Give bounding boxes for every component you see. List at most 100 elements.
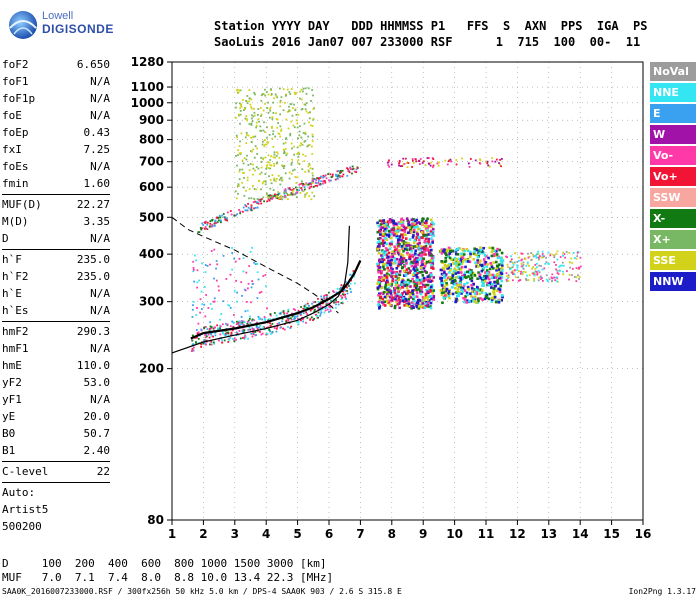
echo-point [278, 192, 281, 195]
echo-point [472, 272, 476, 276]
echo-point [192, 270, 195, 273]
legend-entry-xminus: X- [650, 209, 696, 228]
param-separator [2, 482, 110, 483]
echo-point [460, 260, 463, 263]
echo-point [255, 121, 258, 124]
echo-point [378, 251, 381, 255]
param-label: h`Es [2, 304, 29, 317]
echo-point [282, 142, 285, 145]
echo-point [415, 288, 418, 292]
echo-point [382, 232, 385, 236]
echo-point [196, 307, 198, 309]
param-row: fxI 7.25 [2, 141, 110, 158]
echo-point [328, 306, 331, 308]
echo-point [287, 308, 290, 311]
echo-point [219, 216, 222, 219]
echo-point [317, 176, 320, 179]
echo-point [308, 144, 311, 146]
echo-point [337, 303, 340, 306]
echo-point [415, 258, 419, 262]
echo-point [256, 326, 259, 329]
echo-point [537, 256, 540, 259]
echo-point [444, 252, 447, 255]
echo-point [274, 93, 277, 96]
param-row: B0 50.7 [2, 425, 110, 442]
echo-point [241, 331, 244, 333]
echo-point [426, 283, 430, 287]
echo-point [402, 228, 405, 232]
echo-point [259, 324, 261, 327]
echo-point [259, 327, 262, 330]
echo-point [282, 88, 285, 91]
echo-point [441, 268, 444, 272]
echo-point [461, 256, 465, 259]
echo-point [290, 120, 293, 123]
echo-point [521, 271, 524, 274]
echo-point [418, 252, 422, 255]
echo-point [289, 93, 292, 95]
echo-point [402, 257, 406, 260]
echo-point [389, 292, 393, 295]
echo-point [262, 275, 265, 277]
echo-point [390, 218, 393, 222]
echo-point [399, 252, 403, 256]
logo-line2: DIGISONDE [42, 22, 114, 36]
echo-point [300, 182, 303, 185]
echo-point [246, 287, 249, 290]
echo-point [378, 284, 381, 288]
echo-point [259, 198, 261, 201]
echo-point [353, 275, 356, 278]
echo-point [257, 198, 260, 201]
echo-point [302, 132, 305, 134]
echo-point [241, 168, 244, 171]
lowell-digisonde-logo: Lowell DIGISONDE [6, 8, 116, 48]
echo-point [244, 106, 246, 109]
echo-point [400, 228, 403, 232]
echo-point [293, 153, 295, 156]
echo-point [393, 270, 396, 274]
echo-point [203, 303, 206, 306]
echo-point [409, 244, 412, 247]
echo-point [473, 250, 476, 253]
clevel-row: C-level 22 [2, 463, 110, 480]
echo-point [235, 106, 237, 109]
echo-point [395, 271, 399, 274]
echo-point [424, 300, 428, 304]
param-row: hmF1 N/A [2, 340, 110, 357]
echo-point [509, 268, 511, 271]
echo-point [473, 299, 476, 303]
echo-point [385, 233, 389, 237]
echo-point [469, 274, 473, 277]
echo-point [490, 250, 494, 254]
echo-point [313, 195, 316, 198]
echo-point [481, 284, 484, 287]
echo-point [343, 284, 346, 287]
echo-point [276, 197, 279, 200]
echo-point [221, 330, 224, 333]
echo-point [260, 188, 262, 191]
echo-point [448, 249, 452, 253]
echo-point [284, 189, 287, 192]
echo-point [483, 279, 487, 283]
echo-point [500, 251, 504, 255]
echo-point [325, 294, 328, 297]
echo-point [507, 276, 510, 279]
echo-point [281, 164, 283, 167]
echo-point [203, 339, 205, 342]
echo-point [382, 290, 386, 294]
echo-point [469, 300, 473, 303]
echo-point [405, 262, 408, 265]
echo-point [263, 200, 266, 203]
echo-point [400, 239, 404, 242]
echo-point [334, 306, 337, 309]
echo-point [285, 319, 288, 322]
echo-point [526, 261, 529, 264]
echo-point [422, 267, 426, 270]
echo-point [562, 273, 565, 276]
echo-point [260, 156, 263, 159]
echo-point [328, 179, 330, 182]
echo-point [202, 224, 205, 226]
echo-point [496, 281, 499, 284]
echo-point [414, 286, 418, 290]
echo-point [291, 158, 293, 161]
